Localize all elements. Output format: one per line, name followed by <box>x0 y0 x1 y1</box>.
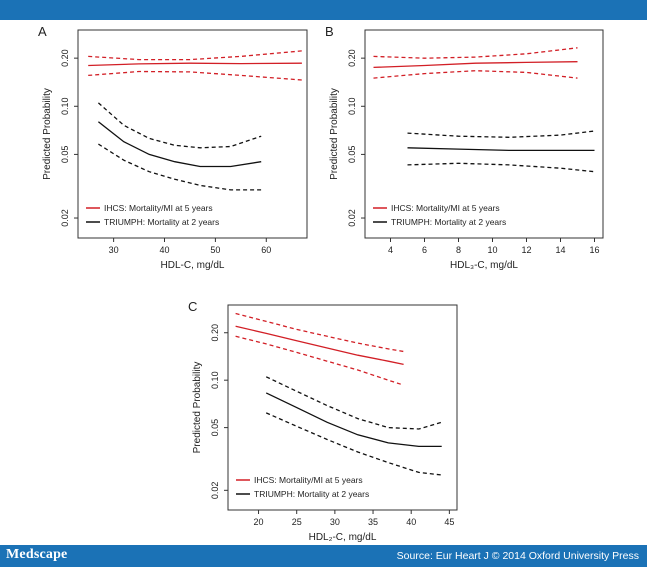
y-tick-label: 0.02 <box>210 482 220 500</box>
x-axis-label: HDL₂-C, mg/dL <box>309 532 377 543</box>
y-tick-label: 0.10 <box>210 371 220 389</box>
x-tick-label: 8 <box>456 245 461 255</box>
x-tick-label: 25 <box>292 517 302 527</box>
plot-frame <box>77 29 308 239</box>
ci-band-line <box>265 376 442 430</box>
legend-label: IHCS: Mortality/MI at 5 years <box>391 203 500 213</box>
plot-frame <box>227 304 458 511</box>
ci-band-line <box>88 50 302 61</box>
y-axis-label: Predicted Probability <box>192 362 203 454</box>
ci-band-line <box>407 130 595 138</box>
series-line <box>235 325 404 366</box>
ci-band-line <box>235 312 404 353</box>
y-axis-label: Predicted Probability <box>329 88 340 180</box>
x-tick-label: 30 <box>330 517 340 527</box>
plot-frame <box>364 29 604 239</box>
legend-label: TRIUMPH: Mortality at 2 years <box>104 217 219 227</box>
x-tick-label: 4 <box>388 245 393 255</box>
source-credit: Source: Eur Heart J © 2014 Oxford Univer… <box>396 550 639 562</box>
series-line <box>265 392 442 448</box>
panel-b: B 4 6 8 10 12 14 16 0.02 0.05 0.10 0.20 HDL₃-C, mg/d… <box>325 24 604 271</box>
y-tick-label: 0.10 <box>347 98 357 116</box>
legend-label: IHCS: Mortality/MI at 5 years <box>254 475 363 485</box>
x-axis-label: HDL-C, mg/dL <box>161 260 225 271</box>
figure-canvas: A 30 40 50 60 0.02 0.05 0.10 0.20 HDL-C, mg/dL Pre… <box>38 24 604 543</box>
ci-band-line <box>88 70 302 81</box>
y-tick-label: 0.20 <box>347 49 357 67</box>
y-tick-label: 0.05 <box>210 419 220 437</box>
y-axis-label: Predicted Probability <box>42 88 53 180</box>
x-axis-label: HDL₃-C, mg/dL <box>450 260 518 271</box>
footer-bar: Medscape Source: Eur Heart J © 2014 Oxfo… <box>0 545 647 567</box>
x-tick-label: 30 <box>109 245 119 255</box>
legend-label: TRIUMPH: Mortality at 2 years <box>391 217 506 227</box>
medscape-logo[interactable]: Medscape <box>6 547 68 562</box>
series-line <box>373 61 578 69</box>
series-line <box>97 121 262 168</box>
panel-label: A <box>38 24 47 39</box>
x-tick-label: 45 <box>444 517 454 527</box>
ci-band-line <box>265 412 442 476</box>
y-tick-label: 0.02 <box>60 209 70 227</box>
ci-band-line <box>373 70 578 79</box>
x-tick-label: 6 <box>422 245 427 255</box>
x-tick-label: 14 <box>555 245 565 255</box>
x-tick-label: 40 <box>406 517 416 527</box>
panel-label: C <box>188 299 197 314</box>
series-line <box>88 62 302 67</box>
panel-c: C 20 25 30 35 40 45 0.02 0.05 0.10 0.20 HDL₂-C, mg/… <box>188 299 458 543</box>
top-brand-bar <box>0 0 647 20</box>
x-tick-label: 12 <box>521 245 531 255</box>
panel-a: A 30 40 50 60 0.02 0.05 0.10 0.20 HDL-C, mg/dL Pre… <box>38 24 308 271</box>
ci-band-line <box>98 143 262 191</box>
ci-band-line <box>407 162 595 173</box>
x-tick-label: 10 <box>487 245 497 255</box>
x-tick-label: 20 <box>254 517 264 527</box>
x-tick-label: 50 <box>210 245 220 255</box>
ci-band-line <box>373 47 578 59</box>
panel-label: B <box>325 24 334 39</box>
x-tick-label: 60 <box>261 245 271 255</box>
legend-label: IHCS: Mortality/MI at 5 years <box>104 203 213 213</box>
legend-label: TRIUMPH: Mortality at 2 years <box>254 489 369 499</box>
x-tick-label: 35 <box>368 517 378 527</box>
y-tick-label: 0.05 <box>347 146 357 164</box>
ci-band-line <box>235 335 404 386</box>
y-tick-label: 0.20 <box>60 49 70 67</box>
y-tick-label: 0.05 <box>60 146 70 164</box>
x-tick-label: 16 <box>589 245 599 255</box>
y-tick-label: 0.10 <box>60 98 70 116</box>
series-line <box>407 147 595 152</box>
y-tick-label: 0.20 <box>210 324 220 342</box>
y-tick-label: 0.02 <box>347 209 357 227</box>
x-tick-label: 40 <box>160 245 170 255</box>
